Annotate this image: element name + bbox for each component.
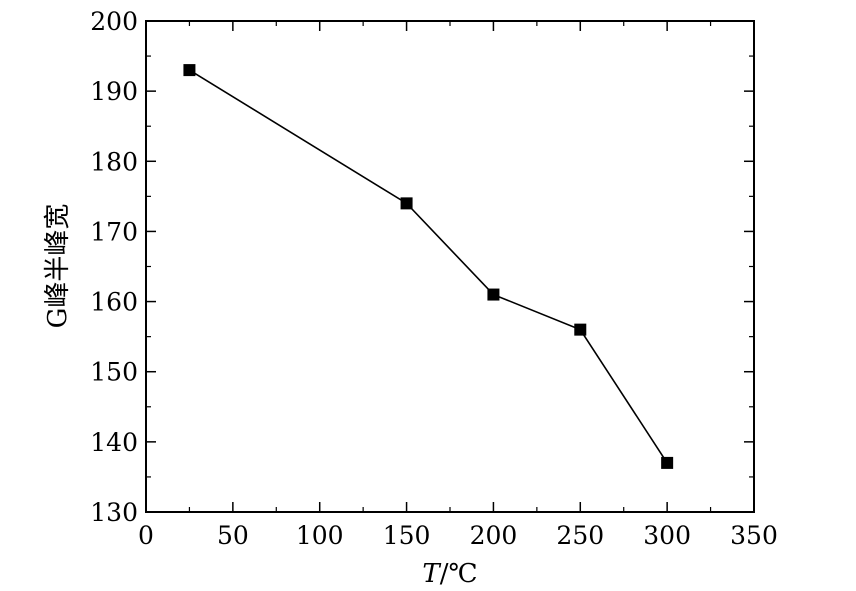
series-line <box>189 69 668 464</box>
x-tick-label: 100 <box>296 521 344 550</box>
y-tick-label: 140 <box>90 428 138 457</box>
x-tick-label: 50 <box>217 521 249 550</box>
y-axis-title: G峰半峰宽 <box>43 204 73 329</box>
plot-frame <box>145 20 755 513</box>
y-tick-label: 170 <box>90 217 138 246</box>
x-tick-label: 300 <box>643 521 691 550</box>
data-point-marker <box>487 288 500 301</box>
x-tick-label: 350 <box>730 521 778 550</box>
data-point-marker <box>661 456 674 469</box>
data-point-marker <box>400 197 413 210</box>
x-axis-ticks: 0 50 100 150 200 250 300 350 <box>138 21 778 550</box>
y-tick-label: 130 <box>90 498 138 527</box>
y-tick-label: 160 <box>90 288 138 317</box>
data-point-marker <box>183 64 196 77</box>
x-tick-label: 0 <box>138 521 154 550</box>
y-tick-label: 150 <box>90 358 138 387</box>
y-tick-label: 200 <box>90 7 138 36</box>
y-axis-ticks: 130 140 150 160 170 180 190 200 <box>90 7 754 527</box>
x-axis-title-var: T <box>422 559 441 589</box>
x-tick-label: 250 <box>556 521 604 550</box>
series-layer <box>183 64 674 469</box>
x-tick-label: 200 <box>470 521 518 550</box>
x-axis-title: T/℃ <box>422 559 477 589</box>
y-tick-label: 190 <box>90 77 138 106</box>
y-tick-label: 180 <box>90 147 138 176</box>
x-axis-title-unit: /℃ <box>440 559 478 589</box>
x-tick-label: 150 <box>383 521 431 550</box>
data-point-marker <box>574 323 587 336</box>
